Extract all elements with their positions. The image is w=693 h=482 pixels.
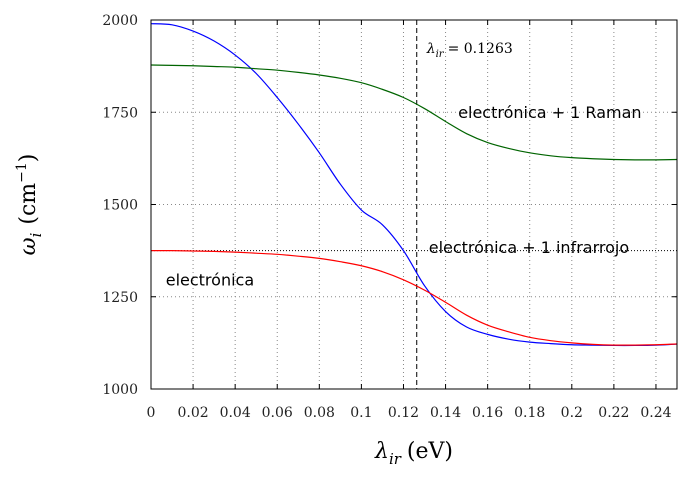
x-tick-label: 0.04 bbox=[220, 405, 251, 421]
tick-layer: 0 0.02 0.04 0.06 0.08 0.1 0.12 0.14 0.16 0.18 0.2 0… bbox=[102, 13, 677, 421]
vline-label: λir = 0.1263 bbox=[426, 41, 513, 60]
curve-annotation: electrónica + 1 infrarrojo bbox=[429, 238, 629, 257]
x-tick-label: 0.24 bbox=[640, 405, 671, 421]
y-tick-label: 1000 bbox=[102, 382, 138, 398]
y-tick-label: 1500 bbox=[102, 198, 138, 214]
series-line-1 bbox=[150, 23, 678, 347]
x-tick-label: 0.22 bbox=[598, 405, 629, 421]
series-line-3 bbox=[150, 249, 678, 346]
grid-layer bbox=[150, 19, 677, 390]
curve-annotation: electrónica bbox=[166, 271, 254, 290]
x-tick-label: 0.06 bbox=[262, 405, 293, 421]
series-line-2 bbox=[150, 64, 678, 161]
plot-frame bbox=[150, 19, 678, 390]
curve-annotation: electrónica + 1 Raman bbox=[458, 103, 641, 122]
annotation-layer: electrónica + 1 Raman electrónica + 1 inf… bbox=[166, 103, 642, 290]
series-layer bbox=[150, 23, 678, 347]
x-tick-label: 0.14 bbox=[430, 405, 461, 421]
x-tick-label: 0.08 bbox=[304, 405, 335, 421]
x-tick-label: 0.18 bbox=[514, 405, 545, 421]
reference-lines bbox=[151, 20, 677, 389]
x-tick-label: 0.1 bbox=[350, 405, 372, 421]
x-tick-label: 0.02 bbox=[177, 405, 208, 421]
y-tick-label: 1250 bbox=[102, 290, 138, 306]
y-tick-label: 1750 bbox=[102, 105, 138, 121]
x-axis-label: λir (eV) bbox=[374, 439, 453, 468]
x-tick-label: 0.16 bbox=[472, 405, 503, 421]
y-tick-label: 2000 bbox=[102, 13, 138, 29]
x-tick-label: 0.2 bbox=[561, 405, 583, 421]
y-axis-label: ωi(cm−1) bbox=[14, 154, 45, 256]
x-tick-label: 0 bbox=[147, 405, 156, 421]
x-tick-label: 0.12 bbox=[388, 405, 419, 421]
